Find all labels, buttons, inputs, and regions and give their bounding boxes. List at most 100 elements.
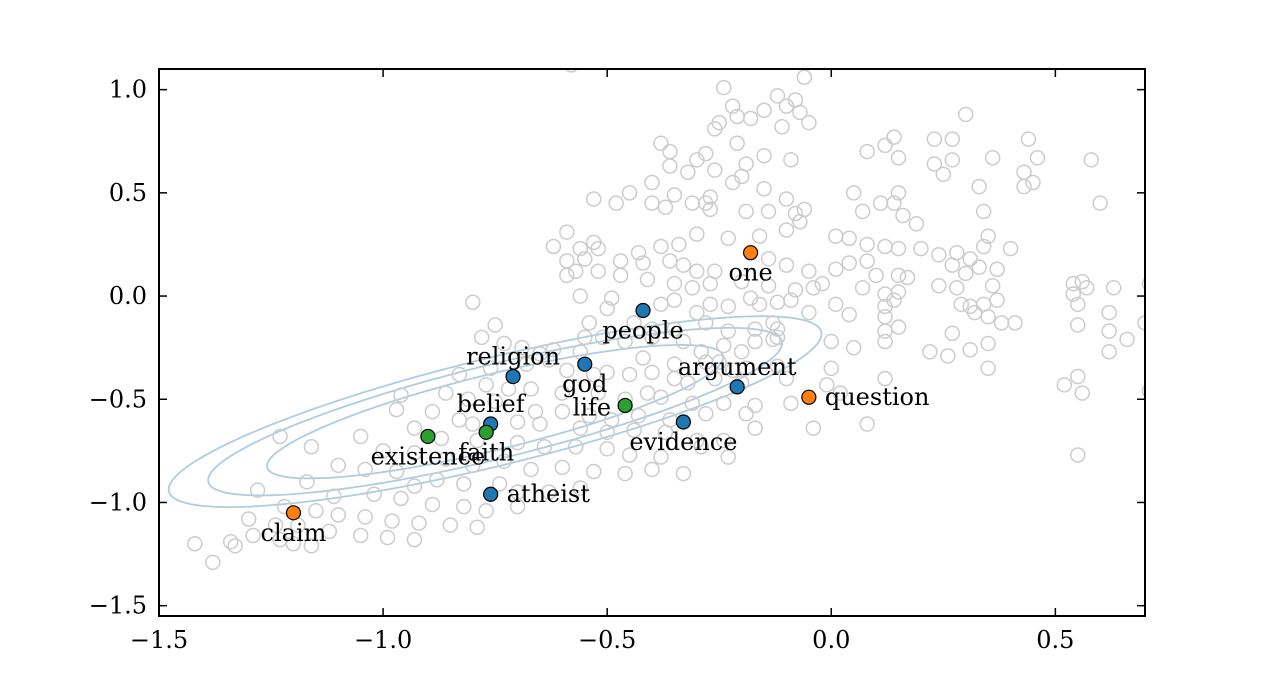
background-point [630,408,647,424]
background-point [1056,377,1073,393]
background-point [554,385,571,401]
background-point [379,529,396,546]
point-label-atheist: atheist [507,480,591,508]
background-point [675,257,692,273]
background-point [859,143,875,160]
background-point [859,236,875,253]
background-point [308,502,324,519]
point-existence [420,428,436,445]
background-point [769,294,786,310]
background-point [621,447,638,463]
background-point [1070,317,1086,333]
background-point [769,321,786,337]
background-point [706,370,723,387]
background-point [666,187,683,203]
background-point [783,292,799,308]
background-point [657,424,674,441]
background-point [693,344,710,360]
contour-ellipse [167,315,823,509]
background-point [285,536,302,552]
background-point [518,356,535,372]
point-label-argument: argument [678,353,797,381]
background-point [639,385,656,401]
point-label-existence: existence [371,442,486,470]
background-point [680,375,696,391]
point-faith [478,424,494,440]
background-point [702,296,719,313]
background-point [747,420,763,436]
background-point [599,364,615,381]
background-point [828,261,844,277]
plot-frame [158,68,1146,617]
background-point [671,236,687,253]
background-point [957,106,974,123]
background-point [357,461,373,478]
background-point [1101,344,1117,360]
point-people [635,302,651,319]
point-label-religion: religion [466,343,560,371]
background-point [464,294,481,310]
background-point [783,152,799,168]
background-point [653,296,669,313]
point-religion [505,368,521,385]
background-point [590,263,606,280]
background-point [612,267,629,284]
background-point [819,377,835,393]
background-point [1083,152,1099,168]
background-point [1029,150,1046,166]
background-point [599,441,615,457]
background-point [1070,447,1086,463]
background-point [751,228,768,244]
background-point [554,459,571,476]
background-point [778,257,795,273]
background-point [801,263,817,280]
background-point [187,536,203,552]
background-point [680,164,696,180]
background-point [926,131,943,147]
background-point [330,457,347,474]
point-question [801,389,817,405]
background-point [859,416,875,432]
point-evidence [675,414,691,430]
background-point [469,519,485,535]
point-label-question: question [825,383,930,411]
background-point [644,321,660,337]
background-point [823,333,840,350]
background-point [644,461,660,478]
background-point [886,195,902,211]
background-point [684,195,701,211]
background-point [841,255,857,271]
background-point [684,395,701,412]
background-point [1092,195,1108,211]
background-point [944,152,961,168]
background-point [854,203,871,220]
background-point [778,370,795,387]
background-point [1020,131,1037,147]
background-point [666,275,683,292]
point-label-faith: faith [458,438,514,466]
background-point [438,451,454,467]
background-point [760,277,777,294]
y-tick-label: 1.0 [109,76,147,104]
background-point [984,277,1001,294]
background-point [931,277,947,294]
background-point [729,135,745,152]
background-point [832,385,848,401]
background-point [1016,178,1032,195]
background-point [698,405,714,422]
background-point [1007,315,1023,331]
background-point [666,292,683,308]
background-point [621,185,638,201]
background-point [594,329,611,346]
background-point [1101,304,1117,321]
background-point [787,205,804,222]
background-point [451,366,468,383]
background-point [653,135,669,152]
background-point [456,498,472,515]
background-point [496,335,512,352]
background-point [715,395,732,412]
background-point [689,152,705,168]
background-point [411,515,427,531]
background-point [626,422,642,438]
